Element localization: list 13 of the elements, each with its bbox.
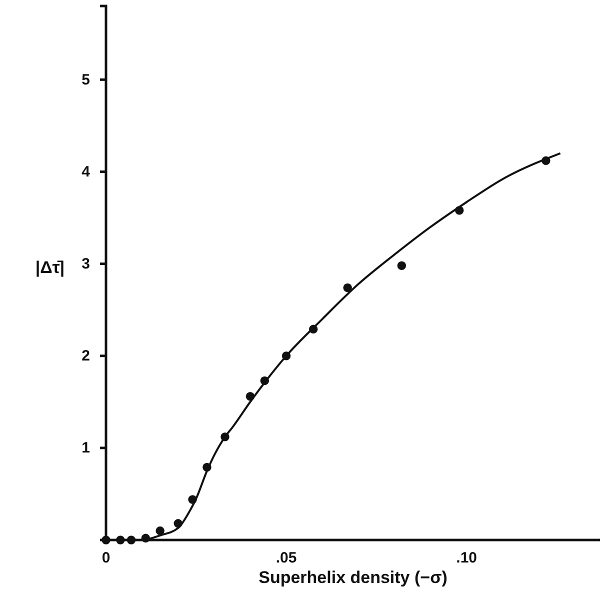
x-tick-label: .05: [276, 550, 297, 567]
y-tick-label: 3: [82, 256, 90, 273]
y-tick-label: 4: [82, 164, 91, 181]
point: [156, 526, 164, 536]
y-tick-label: 2: [82, 348, 90, 365]
x-tick-label: .10: [456, 550, 478, 567]
y-tick-label: 1: [82, 440, 90, 457]
point: [397, 261, 406, 270]
x-axis-title: Superhelix density (−σ): [258, 568, 448, 587]
x-tick-label: 0: [102, 550, 110, 567]
point: [343, 283, 352, 292]
y-axis-title: |Δτ̄|: [35, 258, 65, 277]
y-tick-label: 5: [82, 71, 90, 88]
